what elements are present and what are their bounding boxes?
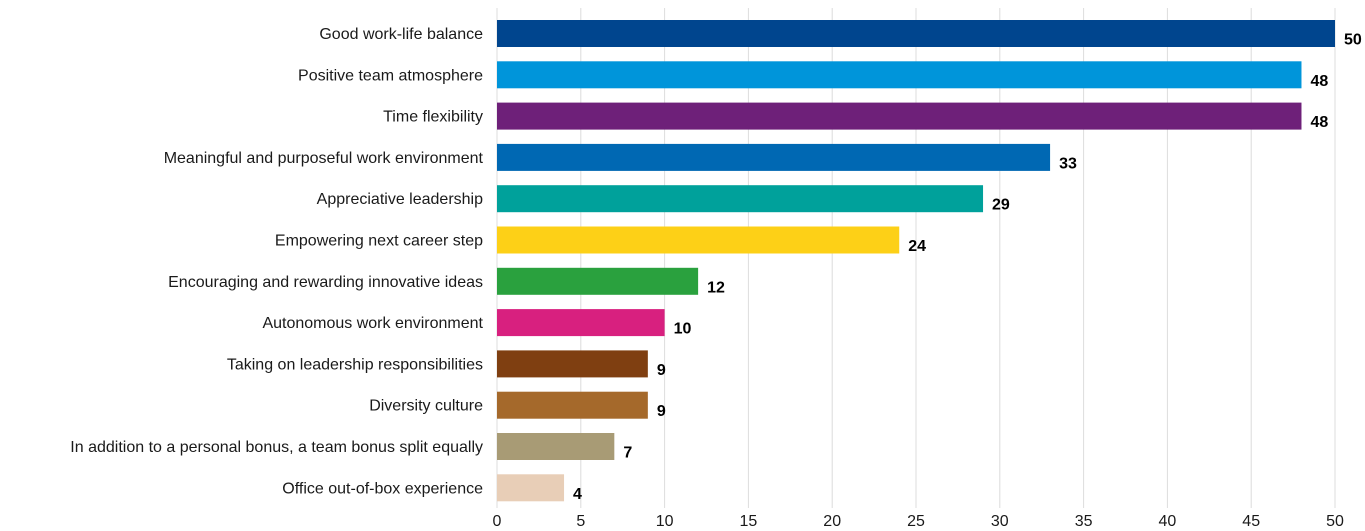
value-label: 33	[1059, 155, 1077, 172]
bar	[497, 350, 648, 378]
category-label: Autonomous work environment	[262, 315, 483, 332]
gridlines	[496, 8, 1336, 508]
x-tick-label: 20	[823, 513, 841, 530]
value-label: 29	[992, 197, 1010, 214]
category-label: In addition to a personal bonus, a team …	[70, 439, 483, 456]
category-labels: Good work-life balance Positive team atmo…	[70, 26, 483, 497]
category-label: Taking on leadership responsibilities	[227, 356, 483, 373]
bars	[497, 20, 1335, 502]
category-label: Meaningful and purposeful work environme…	[164, 150, 484, 167]
bar	[497, 391, 648, 419]
x-tick-label: 5	[576, 513, 585, 530]
value-label: 10	[674, 321, 692, 338]
category-label: Appreciative leadership	[317, 191, 483, 208]
bar	[497, 20, 1335, 47]
x-tick-label: 10	[656, 513, 674, 530]
value-labels: 50 48 48 33 29 24 12 10 9 9 7 4	[573, 32, 1362, 503]
bar	[497, 267, 699, 295]
bar	[497, 309, 665, 337]
x-tick-label: 0	[493, 513, 502, 530]
value-label: 24	[908, 238, 926, 255]
value-label: 7	[623, 445, 632, 462]
x-tick-label: 45	[1242, 513, 1260, 530]
value-label: 9	[657, 362, 666, 379]
bar	[497, 185, 984, 213]
category-label: Diversity culture	[369, 398, 483, 415]
bar	[497, 433, 615, 460]
category-label: Encouraging and rewarding innovative ide…	[168, 274, 483, 291]
bar	[497, 226, 900, 254]
value-label: 48	[1310, 73, 1328, 90]
value-label: 50	[1344, 32, 1362, 49]
category-label: Time flexibility	[383, 109, 483, 126]
value-label: 9	[657, 403, 666, 420]
x-tick-label: 25	[907, 513, 925, 530]
x-tick-label: 50	[1326, 513, 1344, 530]
bar	[497, 143, 1051, 171]
x-tick-label: 40	[1159, 513, 1177, 530]
bar	[497, 474, 565, 502]
x-tick-label: 30	[991, 513, 1009, 530]
bar	[497, 102, 1302, 130]
x-tick-label: 35	[1075, 513, 1093, 530]
x-axis-ticks: 0 5 10 15 20 25 30 35 40 45 50	[493, 513, 1344, 530]
category-label: Office out-of-box experience	[282, 480, 483, 497]
value-label: 12	[707, 279, 725, 296]
category-label: Good work-life balance	[319, 26, 483, 43]
x-tick-label: 15	[740, 513, 758, 530]
category-label: Empowering next career step	[275, 233, 483, 250]
value-label: 48	[1310, 114, 1328, 131]
value-label: 4	[573, 486, 582, 503]
bar	[497, 61, 1302, 89]
category-label: Positive team atmosphere	[298, 67, 483, 84]
